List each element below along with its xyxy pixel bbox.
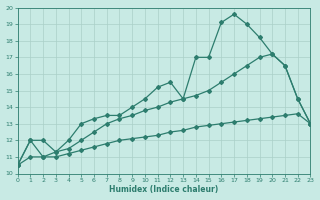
X-axis label: Humidex (Indice chaleur): Humidex (Indice chaleur) <box>109 185 219 194</box>
